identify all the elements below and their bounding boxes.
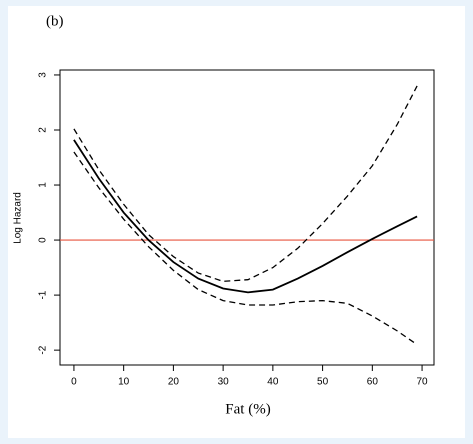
y-tick-label: 0: [38, 237, 49, 243]
x-tick-label: 0: [71, 377, 77, 388]
y-tick-label: -2: [38, 345, 49, 354]
y-tick-label: 1: [38, 182, 49, 188]
x-tick-label: 20: [168, 377, 180, 388]
x-tick-label: 30: [218, 377, 230, 388]
y-axis-label: Log Hazard: [13, 192, 24, 244]
panel-label: (b): [46, 13, 64, 29]
dashed-line: [73, 151, 418, 346]
x-tick-label: 50: [317, 377, 329, 388]
x-tick-label: 10: [118, 377, 130, 388]
plot-frame: [59, 69, 435, 366]
x-tick-label: 70: [417, 377, 429, 388]
x-axis-label: Fat (%): [225, 401, 270, 417]
y-tick-label: -1: [38, 290, 49, 299]
y-tick-label: 3: [38, 72, 49, 78]
solid-line: [73, 139, 418, 294]
panel-background: [8, 6, 465, 438]
x-tick-label: 40: [267, 377, 279, 388]
dashed-line: [73, 85, 418, 283]
x-tick-label: 60: [367, 377, 379, 388]
y-tick-label: 2: [38, 127, 49, 133]
